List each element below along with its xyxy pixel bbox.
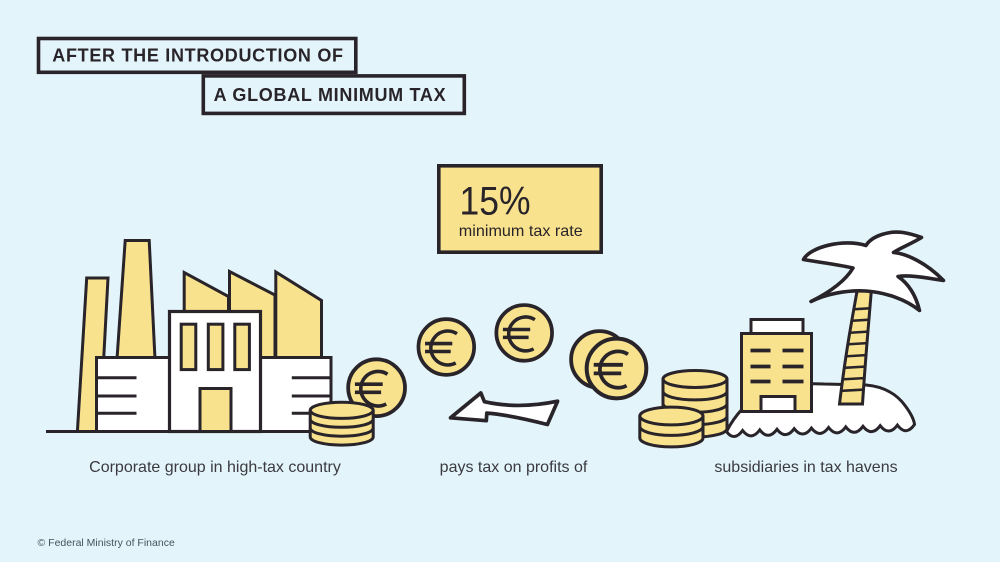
svg-text:A GLOBAL MINIMUM TAX: A GLOBAL MINIMUM TAX	[214, 85, 447, 105]
svg-text:15%: 15%	[460, 180, 531, 224]
svg-text:© Federal Ministry of Finance: © Federal Ministry of Finance	[38, 537, 175, 549]
svg-text:Corporate group in high-tax co: Corporate group in high-tax country	[89, 459, 341, 476]
svg-text:AFTER THE INTRODUCTION OF: AFTER THE INTRODUCTION OF	[52, 46, 343, 66]
svg-text:minimum tax rate: minimum tax rate	[459, 223, 583, 240]
svg-text:pays tax on profits of: pays tax on profits of	[440, 459, 588, 476]
svg-text:subsidiaries in tax havens: subsidiaries in tax havens	[714, 459, 897, 476]
